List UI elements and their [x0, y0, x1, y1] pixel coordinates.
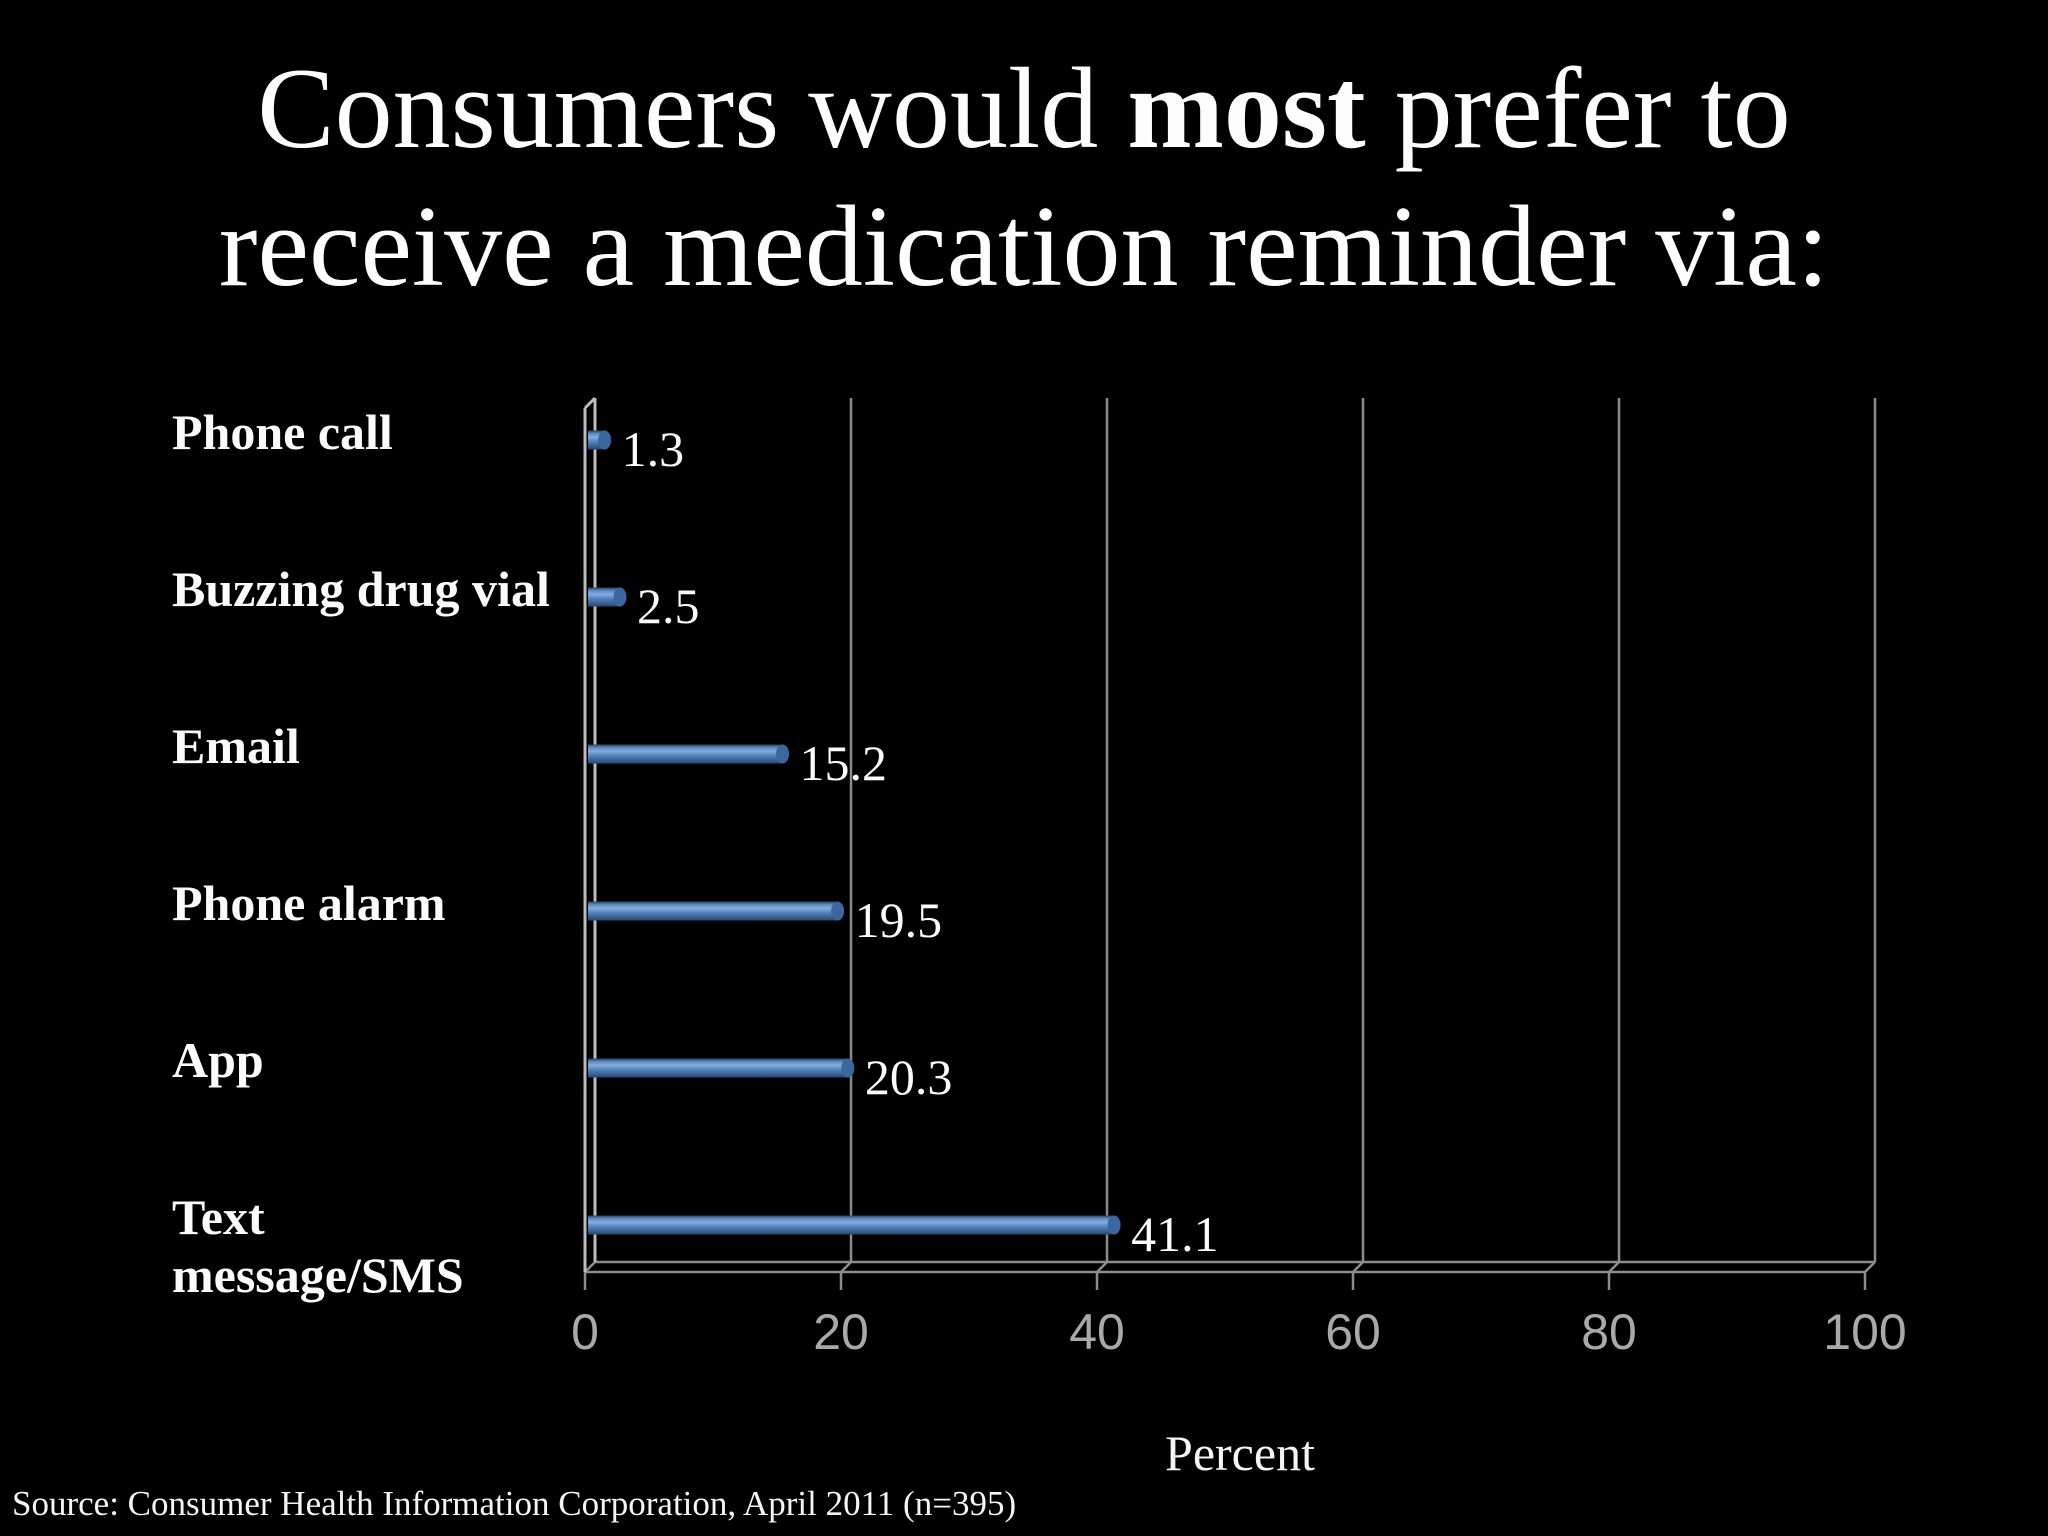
- value-label-15.2: 15.2: [799, 735, 888, 791]
- bar-end-cap: [841, 1058, 855, 1078]
- bar-email: [588, 744, 783, 764]
- x-tick-label-20: 20: [813, 1304, 869, 1360]
- category-label-phone-alarm: Phone alarm: [172, 875, 446, 931]
- bar-end-cap: [598, 430, 612, 450]
- floor-joint-80: [1608, 1261, 1620, 1273]
- chart-frame: [583, 396, 1877, 1290]
- title-line-1: Consumers would most prefer to: [0, 40, 2048, 178]
- category-label-app: App: [172, 1032, 264, 1088]
- title-line-2: receive a medication reminder via:: [218, 183, 1830, 312]
- floor-joint-20: [840, 1261, 852, 1273]
- chart-bars: [588, 430, 1121, 1235]
- source-note: Source: Consumer Health Information Corp…: [12, 1484, 1017, 1523]
- floor-joint-100: [1864, 1261, 1876, 1273]
- bar-phone-alarm: [588, 901, 838, 921]
- chart-title: Consumers would most prefer to receive a…: [0, 40, 2048, 316]
- bar-buzzing-drug-vial: [588, 587, 620, 607]
- category-label-buzzing-drug-vial: Buzzing drug vial: [172, 561, 550, 617]
- bar-end-cap: [613, 587, 627, 607]
- floor-joint-0: [584, 1261, 596, 1273]
- floor-joint-40: [1096, 1261, 1108, 1273]
- title-pre: Consumers would: [257, 45, 1128, 173]
- bar-end-cap: [831, 901, 845, 921]
- x-tick-label-80: 80: [1581, 1304, 1637, 1360]
- value-label-20.3: 20.3: [864, 1049, 953, 1105]
- value-label-2.5: 2.5: [637, 578, 700, 634]
- category-label-phone-call: Phone call: [172, 404, 393, 460]
- y-axis-top-joint: [583, 396, 597, 410]
- bar-end-cap: [776, 744, 790, 764]
- bar-app: [588, 1058, 848, 1078]
- value-label-19.5: 19.5: [854, 892, 943, 948]
- title-emphasis: most: [1127, 45, 1366, 173]
- value-label-1.3: 1.3: [621, 421, 685, 477]
- x-tick-label-60: 60: [1325, 1304, 1381, 1360]
- title-post: prefer to: [1365, 45, 1791, 173]
- x-axis-title: Percent: [1165, 1425, 1315, 1481]
- x-tick-label-0: 0: [571, 1304, 599, 1360]
- category-label-text-message-sms: Text message/SMS: [172, 1189, 464, 1303]
- category-label-email: Email: [172, 718, 300, 774]
- bar-text-message-sms: [588, 1215, 1115, 1235]
- x-tick-label-100: 100: [1823, 1304, 1907, 1360]
- value-label-41.1: 41.1: [1131, 1206, 1219, 1262]
- bar-end-cap: [1107, 1215, 1121, 1235]
- floor-joint-60: [1352, 1261, 1364, 1273]
- x-tick-label-40: 40: [1069, 1304, 1125, 1360]
